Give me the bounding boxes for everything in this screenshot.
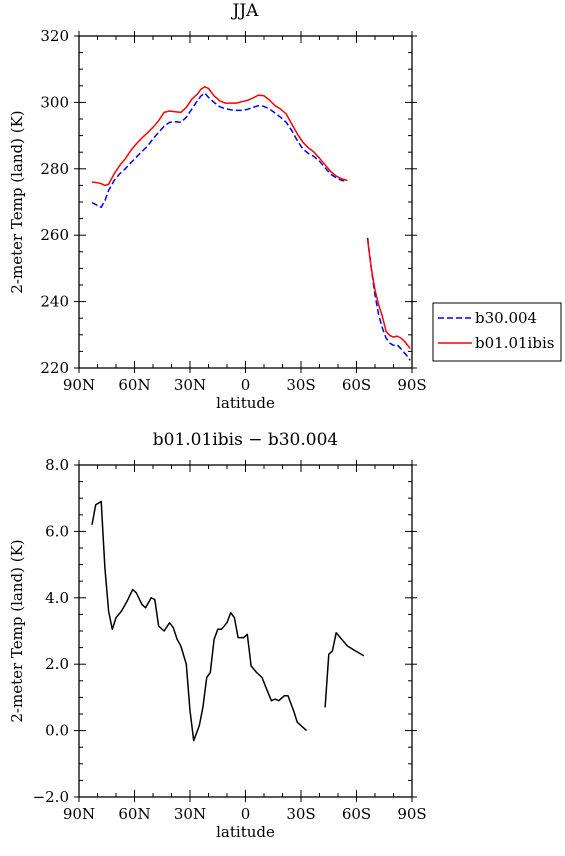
bottom-x-tick-label: 60N bbox=[118, 805, 150, 823]
bottom-y-tick-label: 8.0 bbox=[45, 456, 69, 474]
top-series-b01-01ibis-line bbox=[366, 239, 411, 350]
top-plot-frame bbox=[78, 35, 413, 369]
bottom-series-difference-line bbox=[91, 500, 308, 742]
legend-label: b30.004 bbox=[475, 309, 537, 327]
top-y-tick-label: 300 bbox=[40, 93, 69, 111]
top-x-tick-label: 60S bbox=[342, 376, 371, 394]
top-plot: 90N 60N 30N 0 30S 60S 90S 220 240 260 280 300 320 JJA… bbox=[8, 1, 427, 412]
bottom-x-tick-label: 60S bbox=[342, 805, 371, 823]
top-y-axis-title: 2-meter Temp (land) (K) bbox=[8, 110, 26, 293]
bottom-x-tick-label: 30N bbox=[174, 805, 206, 823]
top-x-tick-label: 90S bbox=[397, 376, 426, 394]
top-series-b30-004-line bbox=[91, 92, 348, 209]
top-x-tick-label: 60N bbox=[118, 376, 150, 394]
legend: b30.004 b01.01ibis bbox=[432, 302, 562, 362]
bottom-x-tick-label: 90N bbox=[63, 805, 95, 823]
legend-box bbox=[432, 302, 562, 362]
top-y-tick-label: 320 bbox=[40, 27, 69, 45]
bottom-plot-frame bbox=[78, 464, 413, 798]
bottom-y-axis-title: 2-meter Temp (land) (K) bbox=[8, 539, 26, 722]
bottom-plot-title: b01.01ibis − b30.004 bbox=[153, 430, 338, 450]
top-series-b30-004-line bbox=[366, 237, 411, 361]
legend-label: b01.01ibis bbox=[475, 334, 554, 352]
bottom-y-tick-label: 6.0 bbox=[45, 522, 69, 540]
bottom-y-tick-label: 2.0 bbox=[45, 655, 69, 673]
top-x-tick-label: 0 bbox=[241, 376, 251, 394]
top-x-axis-title: latitude bbox=[216, 394, 275, 412]
bottom-series-difference-line bbox=[324, 631, 365, 708]
top-plot-title: JJA bbox=[231, 1, 260, 21]
bottom-y-tick-label: 0.0 bbox=[45, 722, 69, 740]
bottom-x-tick-label: 90S bbox=[397, 805, 426, 823]
top-y-tick-label: 280 bbox=[40, 160, 69, 178]
bottom-x-tick-label: 30S bbox=[286, 805, 315, 823]
bottom-y-tick-label: 4.0 bbox=[45, 589, 69, 607]
top-x-tick-label: 30N bbox=[174, 376, 206, 394]
top-x-tick-label: 90N bbox=[63, 376, 95, 394]
top-series-b01-01ibis-line bbox=[91, 86, 348, 187]
top-y-tick-label: 220 bbox=[40, 359, 69, 377]
bottom-plot: 90N 60N 30N 0 30S 60S 90S −2.0 0.0 2.0 4.0 6.0 8.0 b0… bbox=[8, 430, 427, 841]
bottom-y-tick-label: −2.0 bbox=[33, 788, 69, 806]
bottom-x-tick-label: 0 bbox=[241, 805, 251, 823]
top-x-tick-label: 30S bbox=[286, 376, 315, 394]
top-y-tick-label: 240 bbox=[40, 293, 69, 311]
top-y-tick-label: 260 bbox=[40, 226, 69, 244]
bottom-x-axis-title: latitude bbox=[216, 823, 275, 841]
